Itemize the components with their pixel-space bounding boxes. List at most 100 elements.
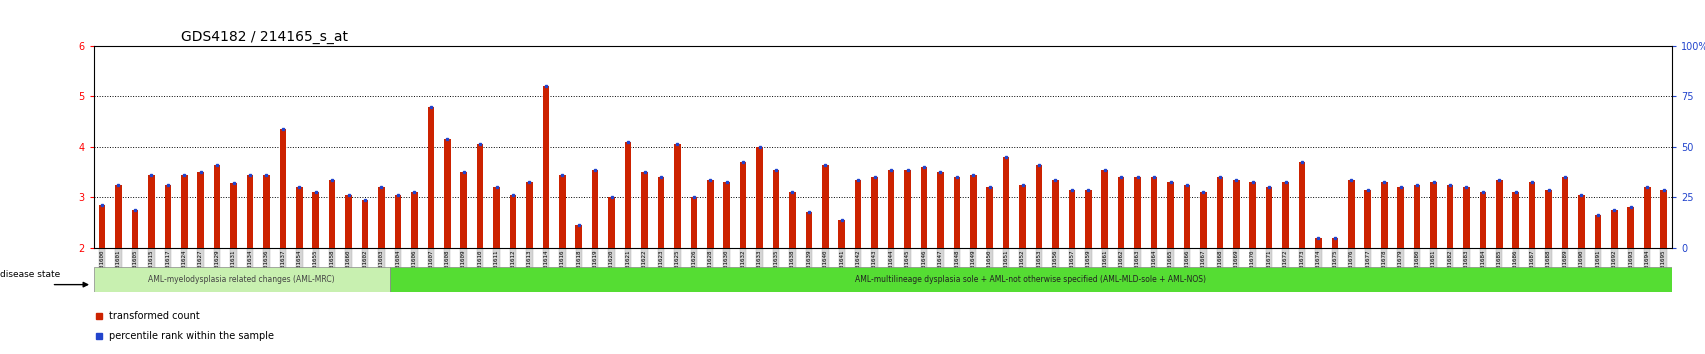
Bar	[394, 195, 401, 248]
Bar	[1659, 190, 1666, 248]
Bar	[181, 175, 188, 248]
Bar	[1528, 182, 1534, 248]
Bar	[1248, 182, 1255, 248]
Bar	[822, 165, 829, 248]
Bar	[887, 170, 893, 248]
Bar	[1610, 210, 1616, 248]
Bar	[904, 170, 910, 248]
Bar	[1101, 170, 1108, 248]
Bar	[1166, 182, 1173, 248]
Bar	[691, 198, 697, 248]
Bar	[116, 185, 121, 248]
Bar	[1379, 182, 1386, 248]
Bar	[772, 170, 779, 248]
Bar	[1560, 177, 1567, 248]
Bar	[198, 172, 205, 248]
Bar	[213, 165, 220, 248]
Bar	[312, 192, 319, 248]
Bar	[1463, 187, 1468, 248]
Bar	[970, 175, 975, 248]
Bar	[624, 142, 631, 248]
Bar	[94, 267, 389, 292]
Bar	[361, 200, 368, 248]
Bar	[1117, 177, 1124, 248]
Bar	[1035, 165, 1042, 248]
Bar	[592, 170, 598, 248]
Bar	[706, 180, 713, 248]
Bar	[148, 175, 155, 248]
Bar	[1134, 177, 1141, 248]
Text: GDS4182 / 214165_s_at: GDS4182 / 214165_s_at	[181, 30, 348, 44]
Bar	[1446, 185, 1453, 248]
Bar	[1052, 180, 1059, 248]
Bar	[329, 180, 336, 248]
Bar	[921, 167, 928, 248]
Bar	[1413, 185, 1420, 248]
Bar	[1644, 187, 1649, 248]
Bar	[379, 187, 385, 248]
Bar	[837, 220, 844, 248]
Bar	[641, 172, 648, 248]
Bar	[1396, 187, 1403, 248]
Bar	[559, 175, 566, 248]
Bar	[428, 107, 433, 248]
Bar	[1315, 238, 1321, 248]
Bar	[1545, 190, 1552, 248]
Text: AML-myelodysplasia related changes (AML-MRC): AML-myelodysplasia related changes (AML-…	[148, 275, 334, 284]
Bar	[673, 144, 680, 248]
Bar	[1151, 177, 1156, 248]
Bar	[1067, 190, 1074, 248]
Text: percentile rank within the sample: percentile rank within the sample	[109, 331, 275, 341]
Bar	[1577, 195, 1584, 248]
Bar	[230, 183, 237, 248]
Bar	[1003, 157, 1009, 248]
Bar	[1478, 192, 1485, 248]
Bar	[1233, 180, 1240, 248]
Bar	[1298, 162, 1304, 248]
Bar	[723, 182, 730, 248]
Bar	[985, 187, 992, 248]
Bar	[389, 267, 1671, 292]
Bar	[411, 192, 418, 248]
Bar	[263, 175, 269, 248]
Bar	[1429, 182, 1436, 248]
Bar	[854, 180, 861, 248]
Bar	[1265, 187, 1272, 248]
Bar	[1084, 190, 1091, 248]
Bar	[656, 177, 663, 248]
Bar	[1347, 180, 1354, 248]
Bar	[131, 210, 138, 248]
Bar	[493, 187, 500, 248]
Bar	[740, 162, 747, 248]
Bar	[460, 172, 467, 248]
Bar	[953, 177, 960, 248]
Bar	[755, 147, 762, 248]
Bar	[1183, 185, 1190, 248]
Bar	[1627, 207, 1633, 248]
Text: disease state: disease state	[0, 270, 60, 279]
Bar	[1512, 192, 1517, 248]
Bar	[510, 195, 517, 248]
Bar	[575, 225, 581, 248]
Bar	[344, 195, 351, 248]
Text: AML-multilineage dysplasia sole + AML-not otherwise specified (AML-MLD-sole + AM: AML-multilineage dysplasia sole + AML-no…	[854, 275, 1205, 284]
Bar	[936, 172, 943, 248]
Bar	[871, 177, 878, 248]
Bar	[609, 198, 614, 248]
Bar	[247, 175, 252, 248]
Bar	[477, 144, 483, 248]
Bar	[805, 212, 812, 248]
Bar	[542, 86, 549, 248]
Bar	[789, 192, 795, 248]
Bar	[1495, 180, 1502, 248]
Bar	[99, 205, 106, 248]
Bar	[164, 185, 170, 248]
Bar	[443, 139, 450, 248]
Bar	[1594, 215, 1601, 248]
Bar	[1018, 185, 1025, 248]
Bar	[280, 129, 286, 248]
Bar	[1216, 177, 1222, 248]
Bar	[1332, 238, 1337, 248]
Bar	[525, 182, 532, 248]
Bar	[1199, 192, 1205, 248]
